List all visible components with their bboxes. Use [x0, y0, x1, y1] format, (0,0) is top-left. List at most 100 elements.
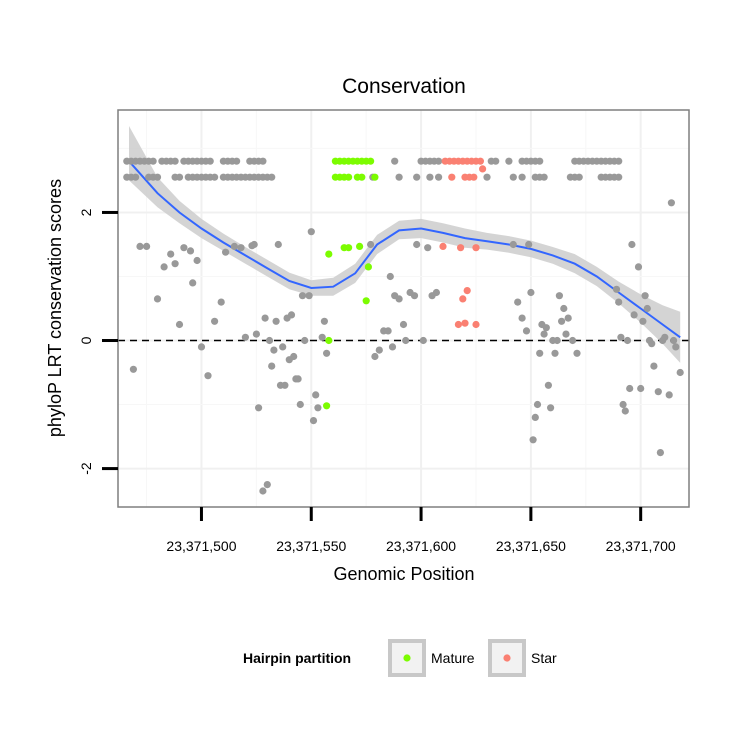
data-point-other — [419, 336, 427, 345]
y-tick-label: 2 — [78, 208, 94, 216]
data-point-star — [454, 320, 462, 329]
data-point-other — [533, 400, 542, 409]
data-point-other — [175, 320, 184, 329]
data-point-other — [307, 228, 315, 236]
data-point-other — [263, 481, 271, 489]
data-point-other — [509, 240, 517, 249]
data-point-other — [615, 298, 623, 306]
data-point-other — [522, 327, 531, 335]
x-tick-label: 23,371,550 — [276, 538, 346, 554]
data-point-other — [518, 314, 526, 322]
legend-key-point — [503, 654, 511, 662]
data-point-other — [136, 242, 144, 250]
data-point-other — [617, 333, 625, 341]
x-tick-label: 23,371,500 — [166, 538, 236, 554]
data-point-other — [527, 288, 535, 297]
data-point-other — [560, 304, 568, 313]
data-point-mature — [371, 173, 379, 181]
data-point-other — [171, 157, 179, 165]
data-point-other — [665, 391, 673, 399]
data-point-star — [448, 173, 456, 181]
data-point-other — [569, 336, 577, 345]
x-axis-title: Genomic Position — [333, 564, 474, 584]
plot-panel — [118, 110, 689, 507]
data-point-other — [318, 333, 326, 341]
data-point-other — [175, 173, 184, 181]
data-point-other — [272, 317, 280, 325]
data-point-other — [160, 263, 168, 271]
data-point-mature — [362, 297, 370, 305]
data-point-other — [540, 330, 548, 338]
data-point-other — [413, 240, 421, 249]
data-point-other — [435, 173, 443, 181]
data-point-other — [241, 333, 249, 341]
data-point-other — [250, 240, 258, 249]
data-point-mature — [356, 242, 364, 250]
data-point-other — [426, 173, 434, 181]
data-point-other — [410, 292, 419, 300]
data-point-other — [621, 407, 629, 415]
y-tick-label: 0 — [78, 336, 94, 344]
legend-title: Hairpin partition — [243, 650, 351, 666]
data-point-other — [375, 346, 383, 354]
data-point-star — [476, 157, 484, 165]
data-point-other — [298, 292, 307, 300]
data-point-star — [459, 295, 467, 303]
data-point-other — [555, 292, 564, 300]
data-point-other — [630, 311, 638, 319]
data-point-other — [424, 244, 432, 252]
data-point-other — [564, 314, 572, 322]
x-axis: 23,371,500 23,371,550 23,371,600 23,371,650… — [166, 507, 676, 554]
data-point-other — [670, 336, 678, 345]
data-point-other — [676, 368, 684, 377]
data-point-other — [314, 404, 322, 412]
data-point-other — [536, 349, 544, 357]
data-point-other — [413, 173, 421, 181]
data-point-other — [399, 320, 408, 329]
data-point-other — [233, 157, 241, 165]
data-point-other — [623, 336, 632, 345]
data-point-other — [553, 336, 561, 345]
data-point-other — [672, 343, 680, 351]
data-point-other — [492, 157, 500, 165]
x-tick-label: 23,371,700 — [606, 538, 676, 554]
data-point-other — [279, 343, 287, 351]
data-point-other — [615, 173, 623, 181]
data-point-other — [435, 157, 443, 165]
data-point-other — [628, 240, 636, 249]
data-point-other — [518, 173, 526, 181]
data-point-other — [129, 365, 137, 373]
data-point-other — [193, 256, 201, 265]
data-point-other — [654, 388, 662, 396]
data-point-other — [259, 157, 267, 165]
data-point-other — [153, 173, 162, 181]
data-point-mature — [325, 250, 333, 258]
data-point-star — [461, 319, 469, 327]
data-point-other — [573, 349, 581, 357]
data-point-other — [531, 413, 539, 421]
y-tick-label: -2 — [78, 462, 94, 475]
data-point-other — [558, 317, 566, 325]
data-point-other — [265, 336, 274, 345]
chart-title: Conservation — [342, 75, 466, 98]
data-point-other — [290, 352, 298, 361]
data-point-other — [505, 157, 513, 165]
plot-border — [117, 109, 690, 508]
legend-entry-mature: Mature — [388, 639, 475, 677]
x-tick-label: 23,371,600 — [386, 538, 456, 554]
data-point-other — [153, 295, 162, 303]
data-point-other — [270, 346, 278, 354]
data-point-other — [529, 436, 537, 444]
data-point-other — [197, 343, 206, 351]
data-point-other — [656, 449, 665, 457]
data-point-star — [439, 242, 447, 250]
data-point-other — [661, 333, 669, 341]
data-point-mature — [364, 263, 372, 271]
data-point-other — [643, 304, 651, 313]
data-point-other — [255, 404, 263, 412]
data-point-other — [612, 285, 621, 293]
data-point-other — [206, 157, 214, 165]
data-point-other — [547, 404, 555, 412]
data-point-other — [509, 173, 517, 181]
